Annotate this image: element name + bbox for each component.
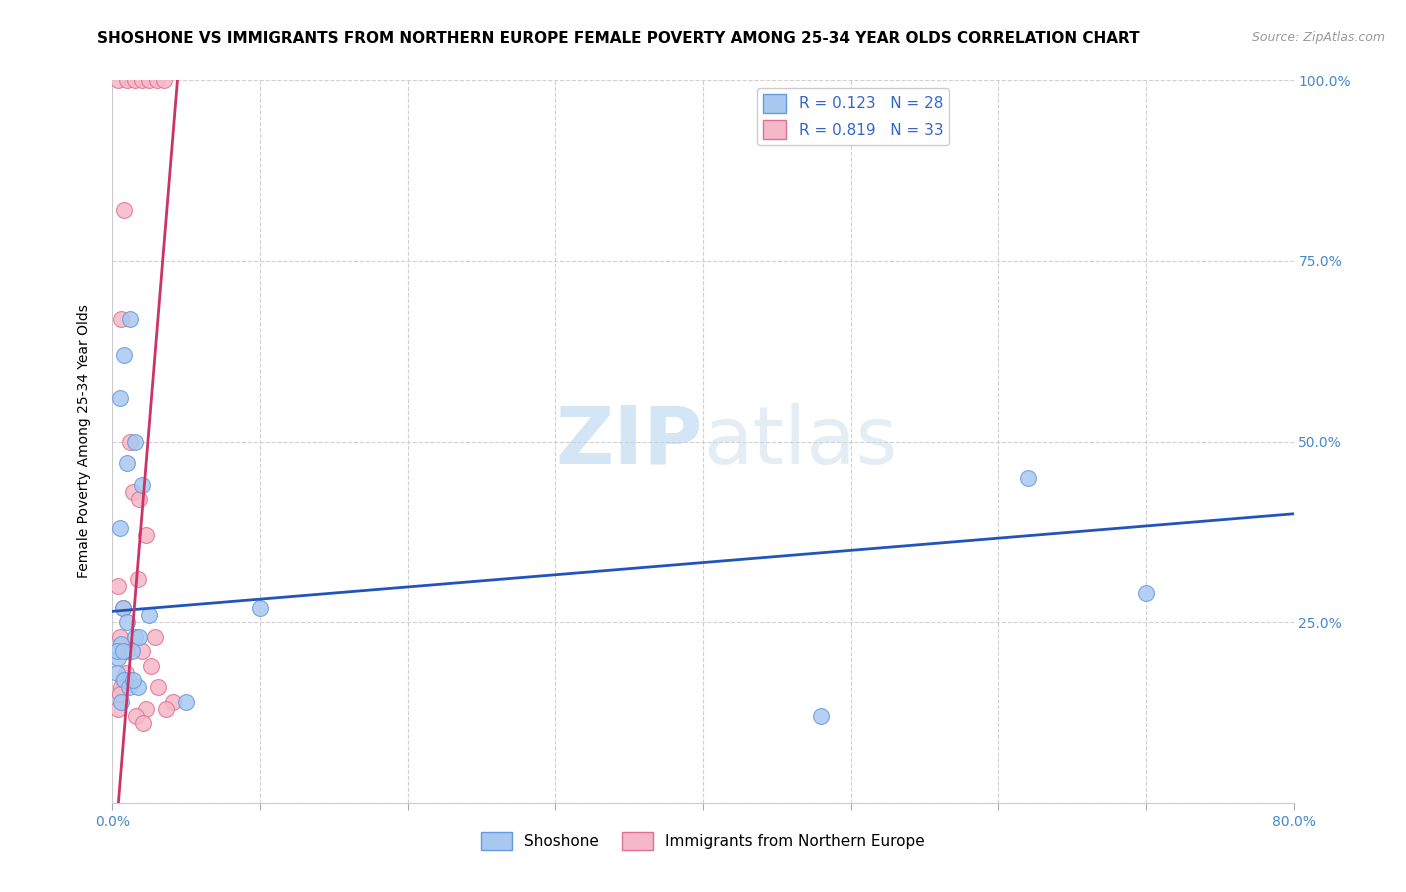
Point — [122, 485, 145, 500]
Point — [132, 716, 155, 731]
Point — [138, 607, 160, 622]
Point — [124, 434, 146, 449]
Point — [128, 492, 150, 507]
Point — [138, 73, 160, 87]
Point — [120, 434, 142, 449]
Point — [131, 73, 153, 87]
Point — [143, 630, 166, 644]
Text: SHOSHONE VS IMMIGRANTS FROM NORTHERN EUROPE FEMALE POVERTY AMONG 25-34 YEAR OLDS: SHOSHONE VS IMMIGRANTS FROM NORTHERN EUR… — [97, 31, 1140, 46]
Point — [108, 630, 131, 644]
Point — [108, 687, 131, 701]
Point — [1135, 586, 1157, 600]
Point — [135, 528, 157, 542]
Point — [117, 73, 138, 87]
Point — [117, 456, 138, 470]
Text: Source: ZipAtlas.com: Source: ZipAtlas.com — [1251, 31, 1385, 45]
Point — [148, 680, 170, 694]
Point — [110, 680, 132, 694]
Point — [128, 630, 150, 644]
Point — [153, 73, 176, 87]
Point — [124, 630, 146, 644]
Point — [111, 644, 134, 658]
Point — [111, 600, 134, 615]
Legend: Shoshone, Immigrants from Northern Europe: Shoshone, Immigrants from Northern Europ… — [475, 826, 931, 856]
Point — [1017, 470, 1039, 484]
Point — [110, 695, 132, 709]
Point — [107, 702, 129, 716]
Point — [117, 615, 138, 630]
Point — [127, 572, 149, 586]
Point — [122, 673, 145, 687]
Point — [110, 311, 132, 326]
Y-axis label: Female Poverty Among 25-34 Year Olds: Female Poverty Among 25-34 Year Olds — [77, 304, 91, 579]
Point — [107, 73, 129, 87]
Point — [121, 644, 143, 658]
Point — [125, 709, 148, 723]
Point — [110, 637, 132, 651]
Point — [117, 644, 138, 658]
Text: ZIP: ZIP — [555, 402, 703, 481]
Point — [810, 709, 832, 723]
Point — [155, 702, 177, 716]
Point — [139, 658, 162, 673]
Point — [111, 673, 134, 687]
Point — [131, 644, 153, 658]
Point — [118, 680, 141, 694]
Point — [146, 73, 169, 87]
Point — [112, 203, 135, 218]
Point — [249, 600, 271, 615]
Point — [107, 579, 129, 593]
Point — [105, 644, 128, 658]
Point — [112, 673, 135, 687]
Point — [118, 673, 141, 687]
Text: atlas: atlas — [703, 402, 897, 481]
Point — [131, 478, 153, 492]
Point — [127, 680, 149, 694]
Point — [114, 665, 136, 680]
Point — [135, 702, 157, 716]
Point — [174, 695, 197, 709]
Point — [162, 695, 184, 709]
Point — [112, 348, 135, 362]
Point — [105, 665, 128, 680]
Point — [108, 391, 131, 405]
Point — [124, 73, 146, 87]
Point — [107, 651, 129, 665]
Point — [111, 600, 134, 615]
Point — [120, 311, 142, 326]
Point — [108, 521, 131, 535]
